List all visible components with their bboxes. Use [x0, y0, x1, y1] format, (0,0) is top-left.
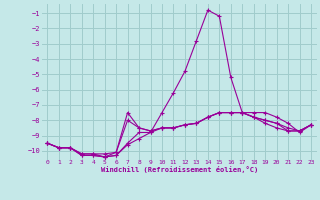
X-axis label: Windchill (Refroidissement éolien,°C): Windchill (Refroidissement éolien,°C): [100, 166, 258, 173]
